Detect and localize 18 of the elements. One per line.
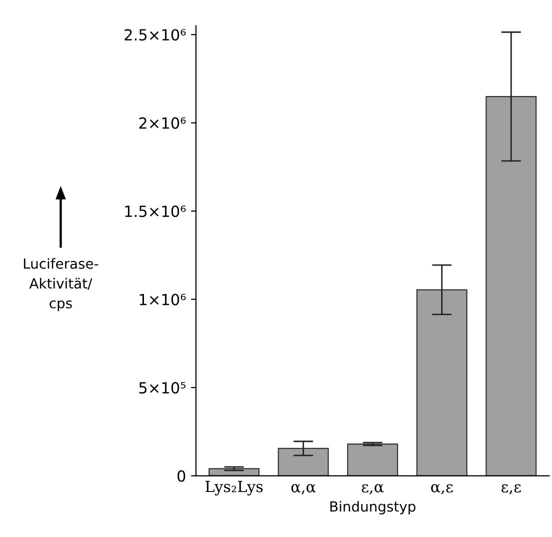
bar <box>278 448 329 476</box>
y-tick-label: 2.5×10⁶ <box>124 29 186 41</box>
x-tick-label: α,α <box>291 484 316 494</box>
y-tick-label: 0 <box>178 470 186 482</box>
x-tick-label: ε,ε <box>502 484 521 494</box>
x-tick-label: ε,α <box>362 484 384 494</box>
y-tick-label: 1.5×10⁶ <box>125 206 186 218</box>
x-tick-label: α,ε <box>431 484 453 494</box>
x-tick-label: Lys₂Lys <box>205 480 263 496</box>
bar <box>486 96 537 476</box>
x-axis-title: Bindungstyp <box>330 500 416 514</box>
y-tick-label: 1×10⁶ <box>140 294 186 306</box>
y-tick-label: 2×10⁶ <box>139 117 186 129</box>
bar <box>347 443 398 476</box>
y-tick-label: 5×10⁵ <box>139 382 186 394</box>
y-axis-title: Luciferase- Aktivität/ cps <box>24 258 98 312</box>
bar <box>416 289 468 476</box>
bar <box>208 468 260 476</box>
